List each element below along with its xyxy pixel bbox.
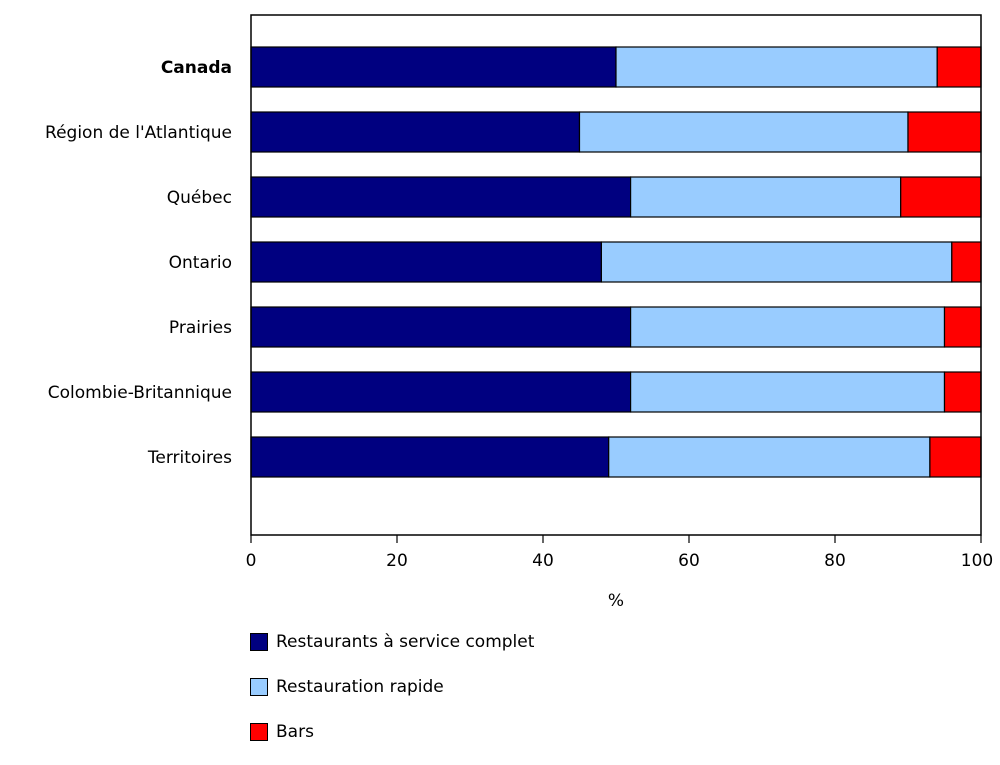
bar-prairies-series-0 (250, 306, 632, 348)
legend-item-fast-food: Restauration rapide (250, 675, 534, 698)
bar-prairies-series-1 (629, 306, 946, 348)
category-labels: Canada Région de l'Atlantique Québec Ontari… (45, 58, 232, 468)
bars-layer (250, 46, 982, 478)
bar-r-gion-de-l-atlantique-series-2 (907, 111, 982, 153)
x-tick-label: 100 (961, 551, 993, 571)
bar-ontario-series-0 (250, 241, 602, 283)
bar-territoires-series-1 (608, 436, 931, 478)
bar-canada-series-2 (936, 46, 982, 88)
bar-prairies-series-2 (943, 306, 982, 348)
bar-territoires-series-0 (250, 436, 610, 478)
category-label: Territoires (147, 448, 232, 468)
plot-frame (250, 14, 982, 536)
bar-qu-bec-series-0 (250, 176, 632, 218)
legend-swatch-fast-food (250, 677, 268, 696)
legend-swatch-bars (250, 722, 268, 741)
category-label: Prairies (169, 318, 232, 338)
bar-qu-bec-series-1 (629, 176, 902, 218)
bar-ontario-series-1 (600, 241, 953, 283)
bar-r-gion-de-l-atlantique-series-0 (250, 111, 581, 153)
bar-colombie-britannique-series-1 (629, 371, 946, 413)
legend-label-fast-food: Restauration rapide (276, 676, 444, 697)
x-axis: 0 20 40 60 80 100 (246, 535, 993, 571)
x-tick-label: 40 (532, 551, 554, 571)
x-tick-label: 20 (386, 551, 408, 571)
category-label: Canada (161, 58, 232, 78)
legend-swatch-full-service (250, 632, 268, 651)
bar-colombie-britannique-series-0 (250, 371, 632, 413)
category-label: Québec (167, 188, 232, 208)
x-tick-label: 0 (246, 551, 257, 571)
bar-canada-series-1 (615, 46, 938, 88)
legend-label-full-service: Restaurants à service complet (276, 631, 535, 652)
bar-territoires-series-2 (929, 436, 982, 478)
x-tick-label: 80 (824, 551, 846, 571)
x-axis-label: % (608, 591, 624, 611)
legend-label-bars: Bars (276, 721, 314, 742)
bar-qu-bec-series-2 (900, 176, 982, 218)
category-label: Ontario (169, 253, 232, 273)
bar-ontario-series-2 (951, 241, 982, 283)
legend-item-full-service: Restaurants à service complet (250, 630, 534, 653)
bar-colombie-britannique-series-2 (943, 371, 982, 413)
bar-r-gion-de-l-atlantique-series-1 (578, 111, 909, 153)
x-tick-label: 60 (678, 551, 700, 571)
bar-canada-series-0 (250, 46, 617, 88)
legend-item-bars: Bars (250, 720, 534, 743)
category-label: Colombie-Britannique (48, 383, 232, 403)
legend: Restaurants à service complet Restaurati… (250, 630, 534, 765)
category-label: Région de l'Atlantique (45, 123, 232, 143)
